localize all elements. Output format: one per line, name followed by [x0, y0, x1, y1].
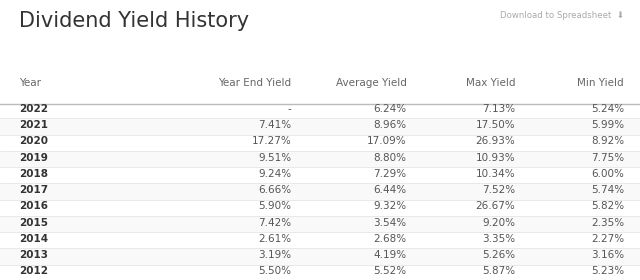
Text: 5.50%: 5.50% [258, 266, 291, 276]
Text: 9.20%: 9.20% [482, 218, 515, 228]
Text: 3.54%: 3.54% [373, 218, 406, 228]
FancyBboxPatch shape [0, 200, 640, 216]
Text: -: - [287, 104, 291, 114]
Text: 9.32%: 9.32% [373, 201, 406, 211]
FancyBboxPatch shape [0, 167, 640, 183]
FancyBboxPatch shape [0, 216, 640, 232]
Text: Year: Year [19, 78, 41, 88]
Text: 5.90%: 5.90% [258, 201, 291, 211]
Text: 8.92%: 8.92% [591, 136, 624, 146]
Text: 3.35%: 3.35% [482, 234, 515, 244]
Text: 2021: 2021 [19, 120, 48, 130]
Text: 2.27%: 2.27% [591, 234, 624, 244]
Text: Download to Spreadsheet  ⬇: Download to Spreadsheet ⬇ [500, 11, 624, 20]
FancyBboxPatch shape [0, 265, 640, 280]
Text: Dividend Yield History: Dividend Yield History [19, 11, 250, 31]
Text: 10.34%: 10.34% [476, 169, 515, 179]
Text: 17.09%: 17.09% [367, 136, 406, 146]
Text: 6.66%: 6.66% [258, 185, 291, 195]
Text: 2.61%: 2.61% [258, 234, 291, 244]
Text: 5.74%: 5.74% [591, 185, 624, 195]
FancyBboxPatch shape [0, 232, 640, 248]
Text: 4.19%: 4.19% [373, 250, 406, 260]
Text: 7.42%: 7.42% [258, 218, 291, 228]
Text: 26.67%: 26.67% [476, 201, 515, 211]
Text: 10.93%: 10.93% [476, 153, 515, 163]
FancyBboxPatch shape [0, 183, 640, 200]
FancyBboxPatch shape [0, 102, 640, 118]
Text: 2014: 2014 [19, 234, 49, 244]
FancyBboxPatch shape [0, 151, 640, 167]
Text: 26.93%: 26.93% [476, 136, 515, 146]
Text: 5.82%: 5.82% [591, 201, 624, 211]
Text: 2.35%: 2.35% [591, 218, 624, 228]
Text: 5.26%: 5.26% [482, 250, 515, 260]
Text: 6.00%: 6.00% [591, 169, 624, 179]
Text: 9.51%: 9.51% [258, 153, 291, 163]
Text: 5.99%: 5.99% [591, 120, 624, 130]
Text: 5.52%: 5.52% [373, 266, 406, 276]
Text: 5.87%: 5.87% [482, 266, 515, 276]
Text: 2.68%: 2.68% [373, 234, 406, 244]
FancyBboxPatch shape [0, 135, 640, 151]
Text: 6.24%: 6.24% [373, 104, 406, 114]
Text: Max Yield: Max Yield [466, 78, 515, 88]
FancyBboxPatch shape [0, 248, 640, 265]
Text: 2015: 2015 [19, 218, 48, 228]
Text: 17.27%: 17.27% [252, 136, 291, 146]
Text: Min Yield: Min Yield [577, 78, 624, 88]
Text: 2022: 2022 [19, 104, 48, 114]
Text: 5.24%: 5.24% [591, 104, 624, 114]
Text: 2018: 2018 [19, 169, 48, 179]
FancyBboxPatch shape [0, 118, 640, 135]
Text: 2016: 2016 [19, 201, 48, 211]
Text: 3.16%: 3.16% [591, 250, 624, 260]
Text: 3.19%: 3.19% [258, 250, 291, 260]
Text: 2013: 2013 [19, 250, 48, 260]
Text: 7.41%: 7.41% [258, 120, 291, 130]
Text: 2020: 2020 [19, 136, 48, 146]
Text: 9.24%: 9.24% [258, 169, 291, 179]
Text: Average Yield: Average Yield [335, 78, 406, 88]
Text: 7.52%: 7.52% [482, 185, 515, 195]
Text: Year End Yield: Year End Yield [218, 78, 291, 88]
Text: 7.13%: 7.13% [482, 104, 515, 114]
Text: 2017: 2017 [19, 185, 49, 195]
Text: 5.23%: 5.23% [591, 266, 624, 276]
Text: 6.44%: 6.44% [373, 185, 406, 195]
Text: 2019: 2019 [19, 153, 48, 163]
Text: 8.80%: 8.80% [373, 153, 406, 163]
Text: 2012: 2012 [19, 266, 48, 276]
Text: 8.96%: 8.96% [373, 120, 406, 130]
Text: 7.75%: 7.75% [591, 153, 624, 163]
Text: 7.29%: 7.29% [373, 169, 406, 179]
Text: 17.50%: 17.50% [476, 120, 515, 130]
